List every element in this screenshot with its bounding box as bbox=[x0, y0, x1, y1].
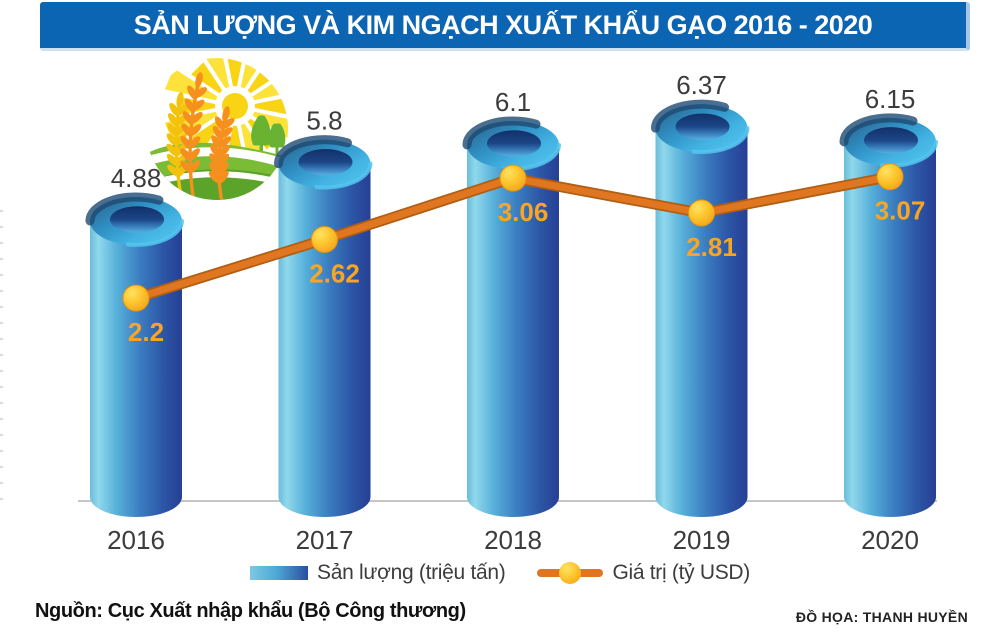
legend-item-value: Giá trị (tỷ USD) bbox=[537, 561, 750, 585]
line-point-2019 bbox=[688, 199, 715, 227]
left-edge-artifact bbox=[0, 210, 3, 505]
value-legend-label: Giá trị (tỷ USD) bbox=[612, 561, 750, 584]
year-label: 2016 bbox=[107, 525, 165, 555]
bar-top-shadow bbox=[839, 113, 918, 147]
bar-2017 bbox=[274, 135, 373, 517]
wheat-stalk-icon bbox=[180, 72, 207, 200]
trees-icon bbox=[251, 115, 286, 155]
credit-text: ĐỒ HỌA: THANH HUYỀN bbox=[795, 609, 968, 625]
production-swatch-icon bbox=[250, 566, 308, 580]
line-value-label: 2.62 bbox=[309, 259, 360, 289]
bar-hole bbox=[864, 127, 918, 154]
bar-hole bbox=[675, 113, 730, 140]
bar-top-shadow bbox=[462, 116, 541, 150]
bar-top-shadow bbox=[274, 135, 352, 169]
bar-2018 bbox=[462, 116, 561, 517]
line-value-label: 3.06 bbox=[498, 197, 549, 227]
bar-value-label: 4.88 bbox=[111, 163, 162, 193]
line-point-2017 bbox=[311, 226, 338, 254]
bar-2016 bbox=[85, 192, 184, 517]
bar-body bbox=[467, 144, 559, 517]
bar-value-label: 6.15 bbox=[865, 84, 916, 114]
bar-top-shadow bbox=[651, 99, 729, 133]
title-banner: SẢN LƯỢNG VÀ KIM NGẠCH XUẤT KHẨU GẠO 201… bbox=[40, 2, 970, 51]
line-point-2020 bbox=[876, 163, 904, 191]
page-title: SẢN LƯỢNG VÀ KIM NGẠCH XUẤT KHẨU GẠO 201… bbox=[133, 9, 873, 40]
value-line-icon bbox=[537, 562, 604, 584]
line-point-2016 bbox=[122, 284, 150, 312]
value-line-dot-icon bbox=[559, 562, 582, 584]
bar-body bbox=[278, 163, 371, 517]
wheat-stalk-icon bbox=[208, 106, 235, 200]
bar-hole bbox=[487, 130, 541, 157]
bar-2019 bbox=[651, 99, 750, 518]
line-value-label: 2.2 bbox=[128, 317, 164, 347]
bar-value-label: 6.1 bbox=[495, 87, 531, 117]
bar-body bbox=[655, 128, 748, 518]
source-text: Nguồn: Cục Xuất nhập khẩu (Bộ Công thươn… bbox=[35, 600, 466, 622]
year-label: 2018 bbox=[484, 525, 542, 555]
agriculture-sun-wheat-logo-icon bbox=[146, 58, 288, 200]
line-value-label: 3.07 bbox=[875, 196, 926, 226]
legend: Sản lượng (triệu tấn) Giá trị (tỷ USD) bbox=[0, 561, 1000, 585]
bar-body bbox=[90, 220, 182, 517]
year-label: 2017 bbox=[296, 525, 354, 555]
year-label: 2020 bbox=[861, 525, 919, 555]
bar-top-shadow bbox=[85, 192, 164, 226]
bar-hole bbox=[110, 206, 164, 233]
line-value-label: 2.81 bbox=[686, 232, 737, 262]
legend-item-production: Sản lượng (triệu tấn) bbox=[250, 561, 506, 585]
bar-top-highlight bbox=[126, 218, 184, 247]
bar-hole bbox=[298, 148, 353, 176]
year-label: 2019 bbox=[673, 525, 731, 555]
line-point-2018 bbox=[499, 164, 527, 192]
production-legend-label: Sản lượng (triệu tấn) bbox=[317, 561, 506, 584]
bar-value-label: 5.8 bbox=[306, 106, 342, 136]
bar-top-highlight bbox=[314, 161, 373, 190]
bar-body bbox=[844, 141, 936, 518]
bar-2020 bbox=[839, 113, 938, 518]
bar-value-label: 6.37 bbox=[676, 70, 727, 100]
bar-top-highlight bbox=[691, 126, 750, 154]
